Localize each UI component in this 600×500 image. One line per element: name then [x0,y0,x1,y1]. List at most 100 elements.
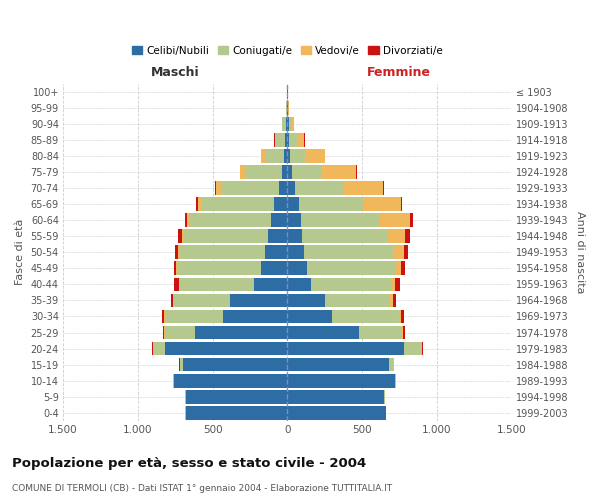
Bar [287,342,404,355]
Bar [299,198,364,211]
Bar [287,165,292,179]
Bar [395,374,396,388]
Bar [284,149,287,163]
Bar [282,165,287,179]
Bar [290,149,305,163]
Bar [187,214,190,227]
Bar [332,310,400,324]
Bar [184,230,268,243]
Bar [274,198,287,211]
Bar [202,198,274,211]
Bar [165,326,194,340]
Bar [383,181,384,195]
Bar [179,278,254,291]
Bar [404,342,422,355]
Bar [283,117,286,130]
Bar [395,278,400,291]
Bar [287,294,325,307]
Bar [185,214,187,227]
Bar [271,214,287,227]
Bar [178,230,182,243]
Bar [182,230,184,243]
Bar [287,149,290,163]
Bar [175,246,178,259]
Bar [292,117,294,130]
Text: Femmine: Femmine [367,66,431,79]
Bar [230,294,287,307]
Bar [287,326,359,340]
Bar [401,198,403,211]
Bar [401,310,404,324]
Bar [176,262,178,275]
Bar [304,246,394,259]
Bar [165,342,287,355]
Bar [394,246,404,259]
Bar [287,133,289,146]
Bar [173,294,230,307]
Bar [165,310,223,324]
Bar [174,262,176,275]
Bar [325,294,391,307]
Text: Maschi: Maschi [151,66,199,79]
Bar [240,165,245,179]
Bar [287,181,295,195]
Bar [268,230,287,243]
Bar [254,278,287,291]
Bar [279,181,287,195]
Y-axis label: Fasce di età: Fasce di età [15,219,25,286]
Bar [287,374,395,388]
Bar [265,149,284,163]
Bar [359,326,403,340]
Bar [153,342,165,355]
Bar [287,278,311,291]
Bar [194,326,287,340]
Bar [400,310,401,324]
Bar [287,358,389,372]
Bar [292,165,322,179]
Bar [392,278,395,291]
Bar [162,310,164,324]
Bar [311,278,392,291]
Bar [265,246,287,259]
Bar [343,181,383,195]
Bar [286,101,287,114]
Bar [287,390,385,404]
Bar [410,214,413,227]
Bar [287,310,332,324]
Bar [307,262,395,275]
Bar [261,149,265,163]
Bar [305,149,325,163]
Bar [287,230,302,243]
Bar [364,198,401,211]
Bar [406,230,410,243]
Bar [221,181,279,195]
Bar [185,390,287,404]
Bar [401,262,404,275]
Bar [322,165,356,179]
Bar [170,294,173,307]
Bar [297,133,304,146]
Bar [287,246,304,259]
Bar [223,310,287,324]
Bar [261,262,287,275]
Bar [388,230,406,243]
Bar [245,165,282,179]
Bar [285,133,287,146]
Bar [185,406,287,419]
Bar [356,165,357,179]
Bar [380,214,410,227]
Bar [178,262,261,275]
Bar [389,358,394,372]
Bar [215,181,221,195]
Bar [302,230,388,243]
Bar [287,117,289,130]
Bar [287,406,386,419]
Bar [173,374,287,388]
Bar [178,246,179,259]
Bar [281,117,283,130]
Bar [163,326,164,340]
Bar [287,262,307,275]
Bar [196,198,197,211]
Bar [287,198,299,211]
Y-axis label: Anni di nascita: Anni di nascita [575,211,585,294]
